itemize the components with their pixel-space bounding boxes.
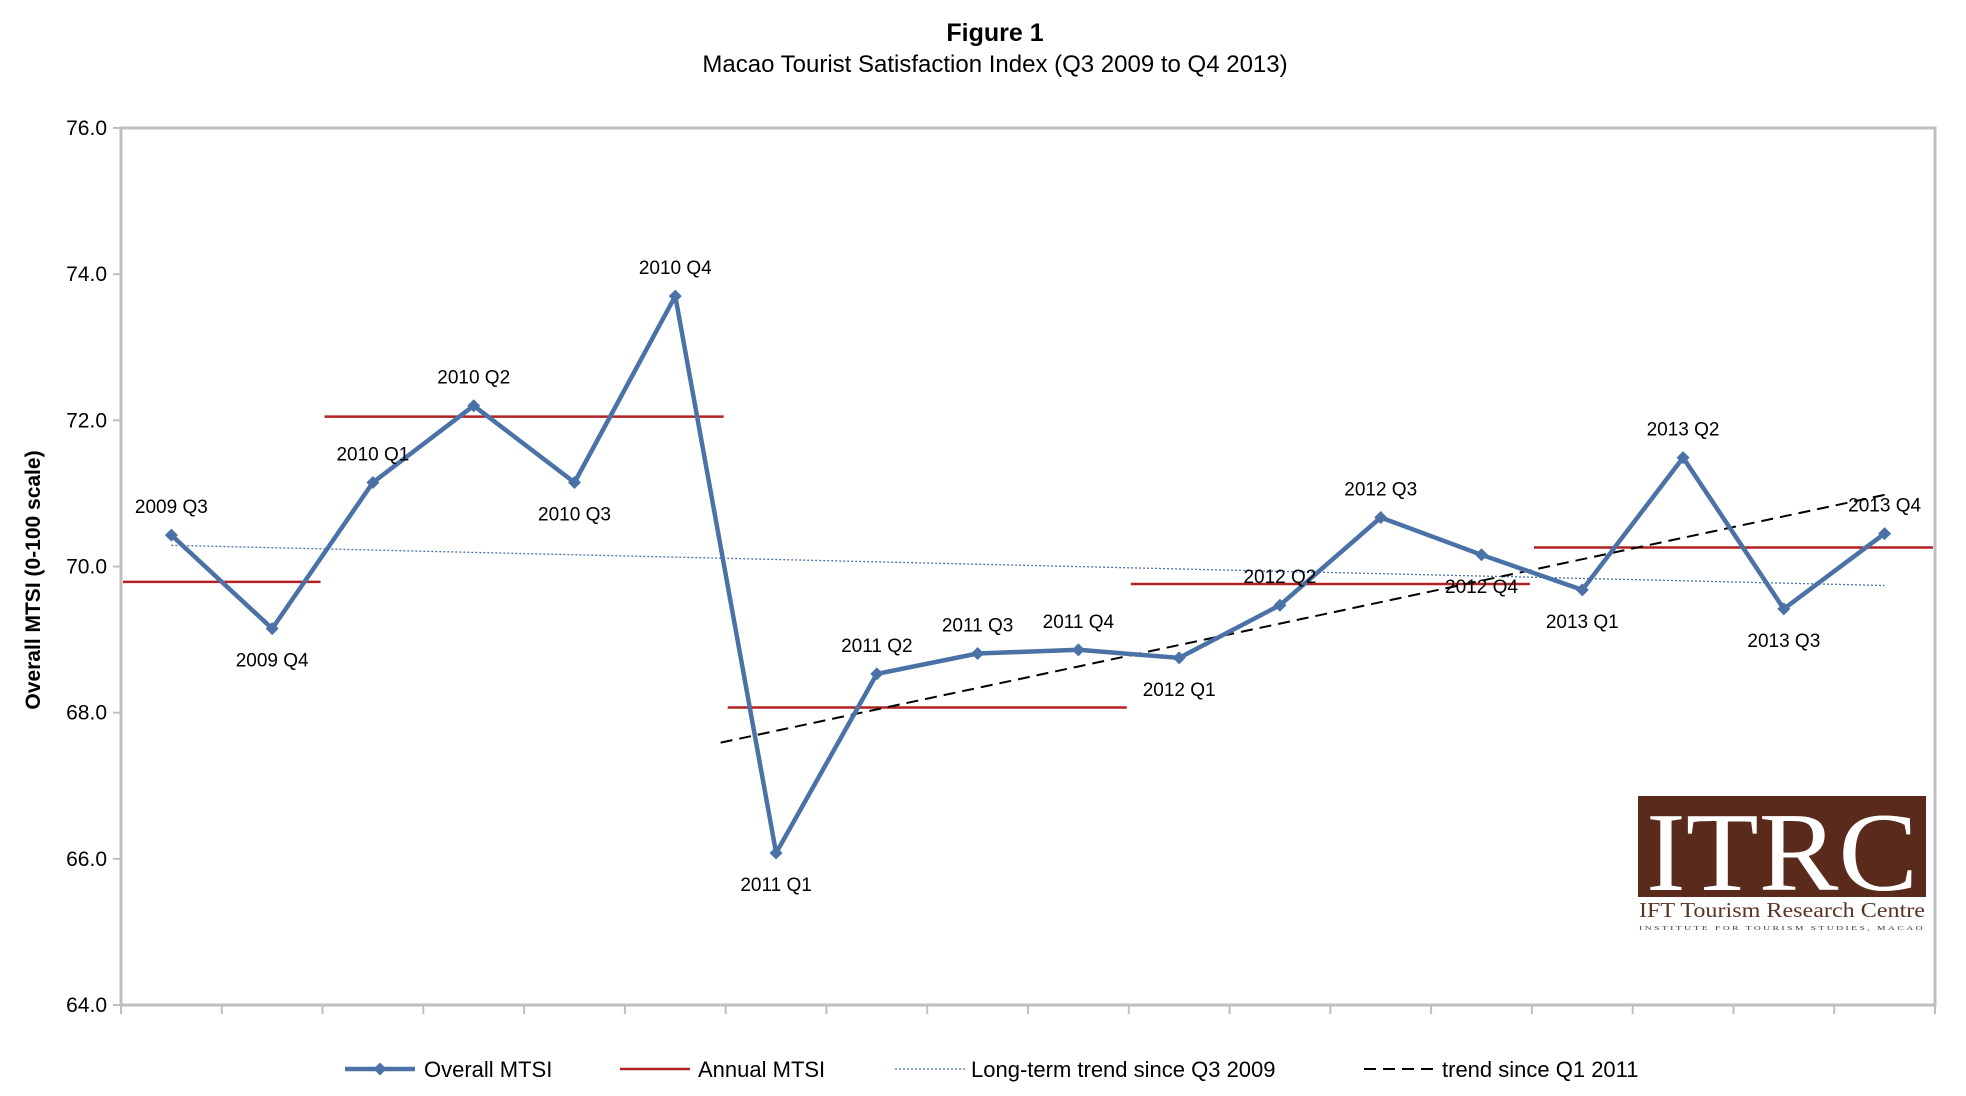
data-point-marker [467,399,481,413]
logo-background [1638,796,1926,897]
data-point-marker [971,646,985,660]
data-point-marker [1374,511,1388,525]
chart-title: Figure 1 [946,19,1043,47]
x-axis [120,1005,1936,1014]
point-label: 2011 Q1 [740,875,811,896]
data-point-marker [1475,548,1488,562]
point-label: 2011 Q3 [942,615,1013,636]
point-label: 2010 Q3 [538,504,611,525]
short-term-trend-line [720,493,1885,744]
y-tick-label: 72.0 [66,409,107,432]
y-axis: 64.0 66.0 68.0 70.0 72.0 74.0 76.0 [66,117,121,1017]
data-point-marker [1878,527,1892,541]
legend-label-annual-mtsi: Annual MTSI [698,1057,825,1082]
point-label: 2013 Q2 [1647,420,1720,441]
y-tick-label: 68.0 [66,702,107,725]
point-label: 2010 Q2 [437,368,510,389]
trend-lines [171,493,1885,744]
data-point-marker [769,846,783,860]
y-tick-label: 74.0 [66,263,107,286]
y-axis-label: Overall MTSI (0-100 scale) [22,450,45,709]
y-tick-label: 70.0 [66,556,107,579]
legend-label-short-term-trend: trend since Q1 2011 [1442,1057,1639,1082]
point-label: 2009 Q4 [236,651,309,672]
long-term-trend-line [171,544,1885,587]
point-label: 2009 Q3 [135,497,208,518]
data-point-marker [668,289,682,303]
data-point-marker [1071,643,1085,657]
data-point-marker [568,475,581,489]
y-tick-label: 64.0 [66,994,107,1017]
data-point-marker [870,667,884,681]
data-point-marker [1676,451,1690,465]
data-point-marker [366,475,380,489]
itrc-logo: ITRC IFT Tourism Research Centre INSTITU… [1638,791,1926,932]
logo-subtitle: IFT Tourism Research Centre [1639,898,1925,922]
point-label: 2012 Q4 [1445,577,1518,598]
y-tick-label: 76.0 [66,117,107,140]
point-label: 2012 Q1 [1143,680,1216,701]
legend-label-long-term-trend: Long-term trend since Q3 2009 [971,1057,1276,1082]
overall-mtsi-series [164,289,1892,860]
point-label: 2012 Q2 [1243,567,1316,588]
point-label: 2010 Q4 [639,258,712,279]
point-label: 2013 Q3 [1747,631,1820,652]
data-point-marker [1575,583,1589,597]
y-tick-label: 66.0 [66,848,107,871]
data-point-marker [265,622,279,636]
point-label: 2010 Q1 [336,444,409,465]
overall-mtsi-line [169,293,1886,856]
data-point-marker [1777,602,1791,616]
legend-label-overall-mtsi: Overall MTSI [424,1057,552,1082]
chart-subtitle: Macao Tourist Satisfaction Index (Q3 200… [702,51,1287,78]
point-label: 2013 Q4 [1848,496,1921,517]
point-label: 2011 Q2 [841,636,912,657]
data-point-marker [1273,598,1287,612]
logo-tagline: INSTITUTE FOR TOURISM STUDIES, MACAO [1639,925,1925,932]
data-point-marker [164,528,178,542]
data-point-marker [1172,651,1186,665]
point-label: 2012 Q3 [1344,480,1417,501]
point-label: 2013 Q1 [1546,612,1619,633]
legend-marker-overall-mtsi [373,1062,387,1076]
point-labels: 2009 Q3 2009 Q4 2010 Q1 2010 Q2 2010 Q3 2010 … [135,258,1922,896]
legend: Overall MTSI Annual MTSI Long-term trend s… [345,1057,1639,1082]
logo-text: ITRC [1646,791,1918,915]
point-label: 2011 Q4 [1043,612,1115,633]
